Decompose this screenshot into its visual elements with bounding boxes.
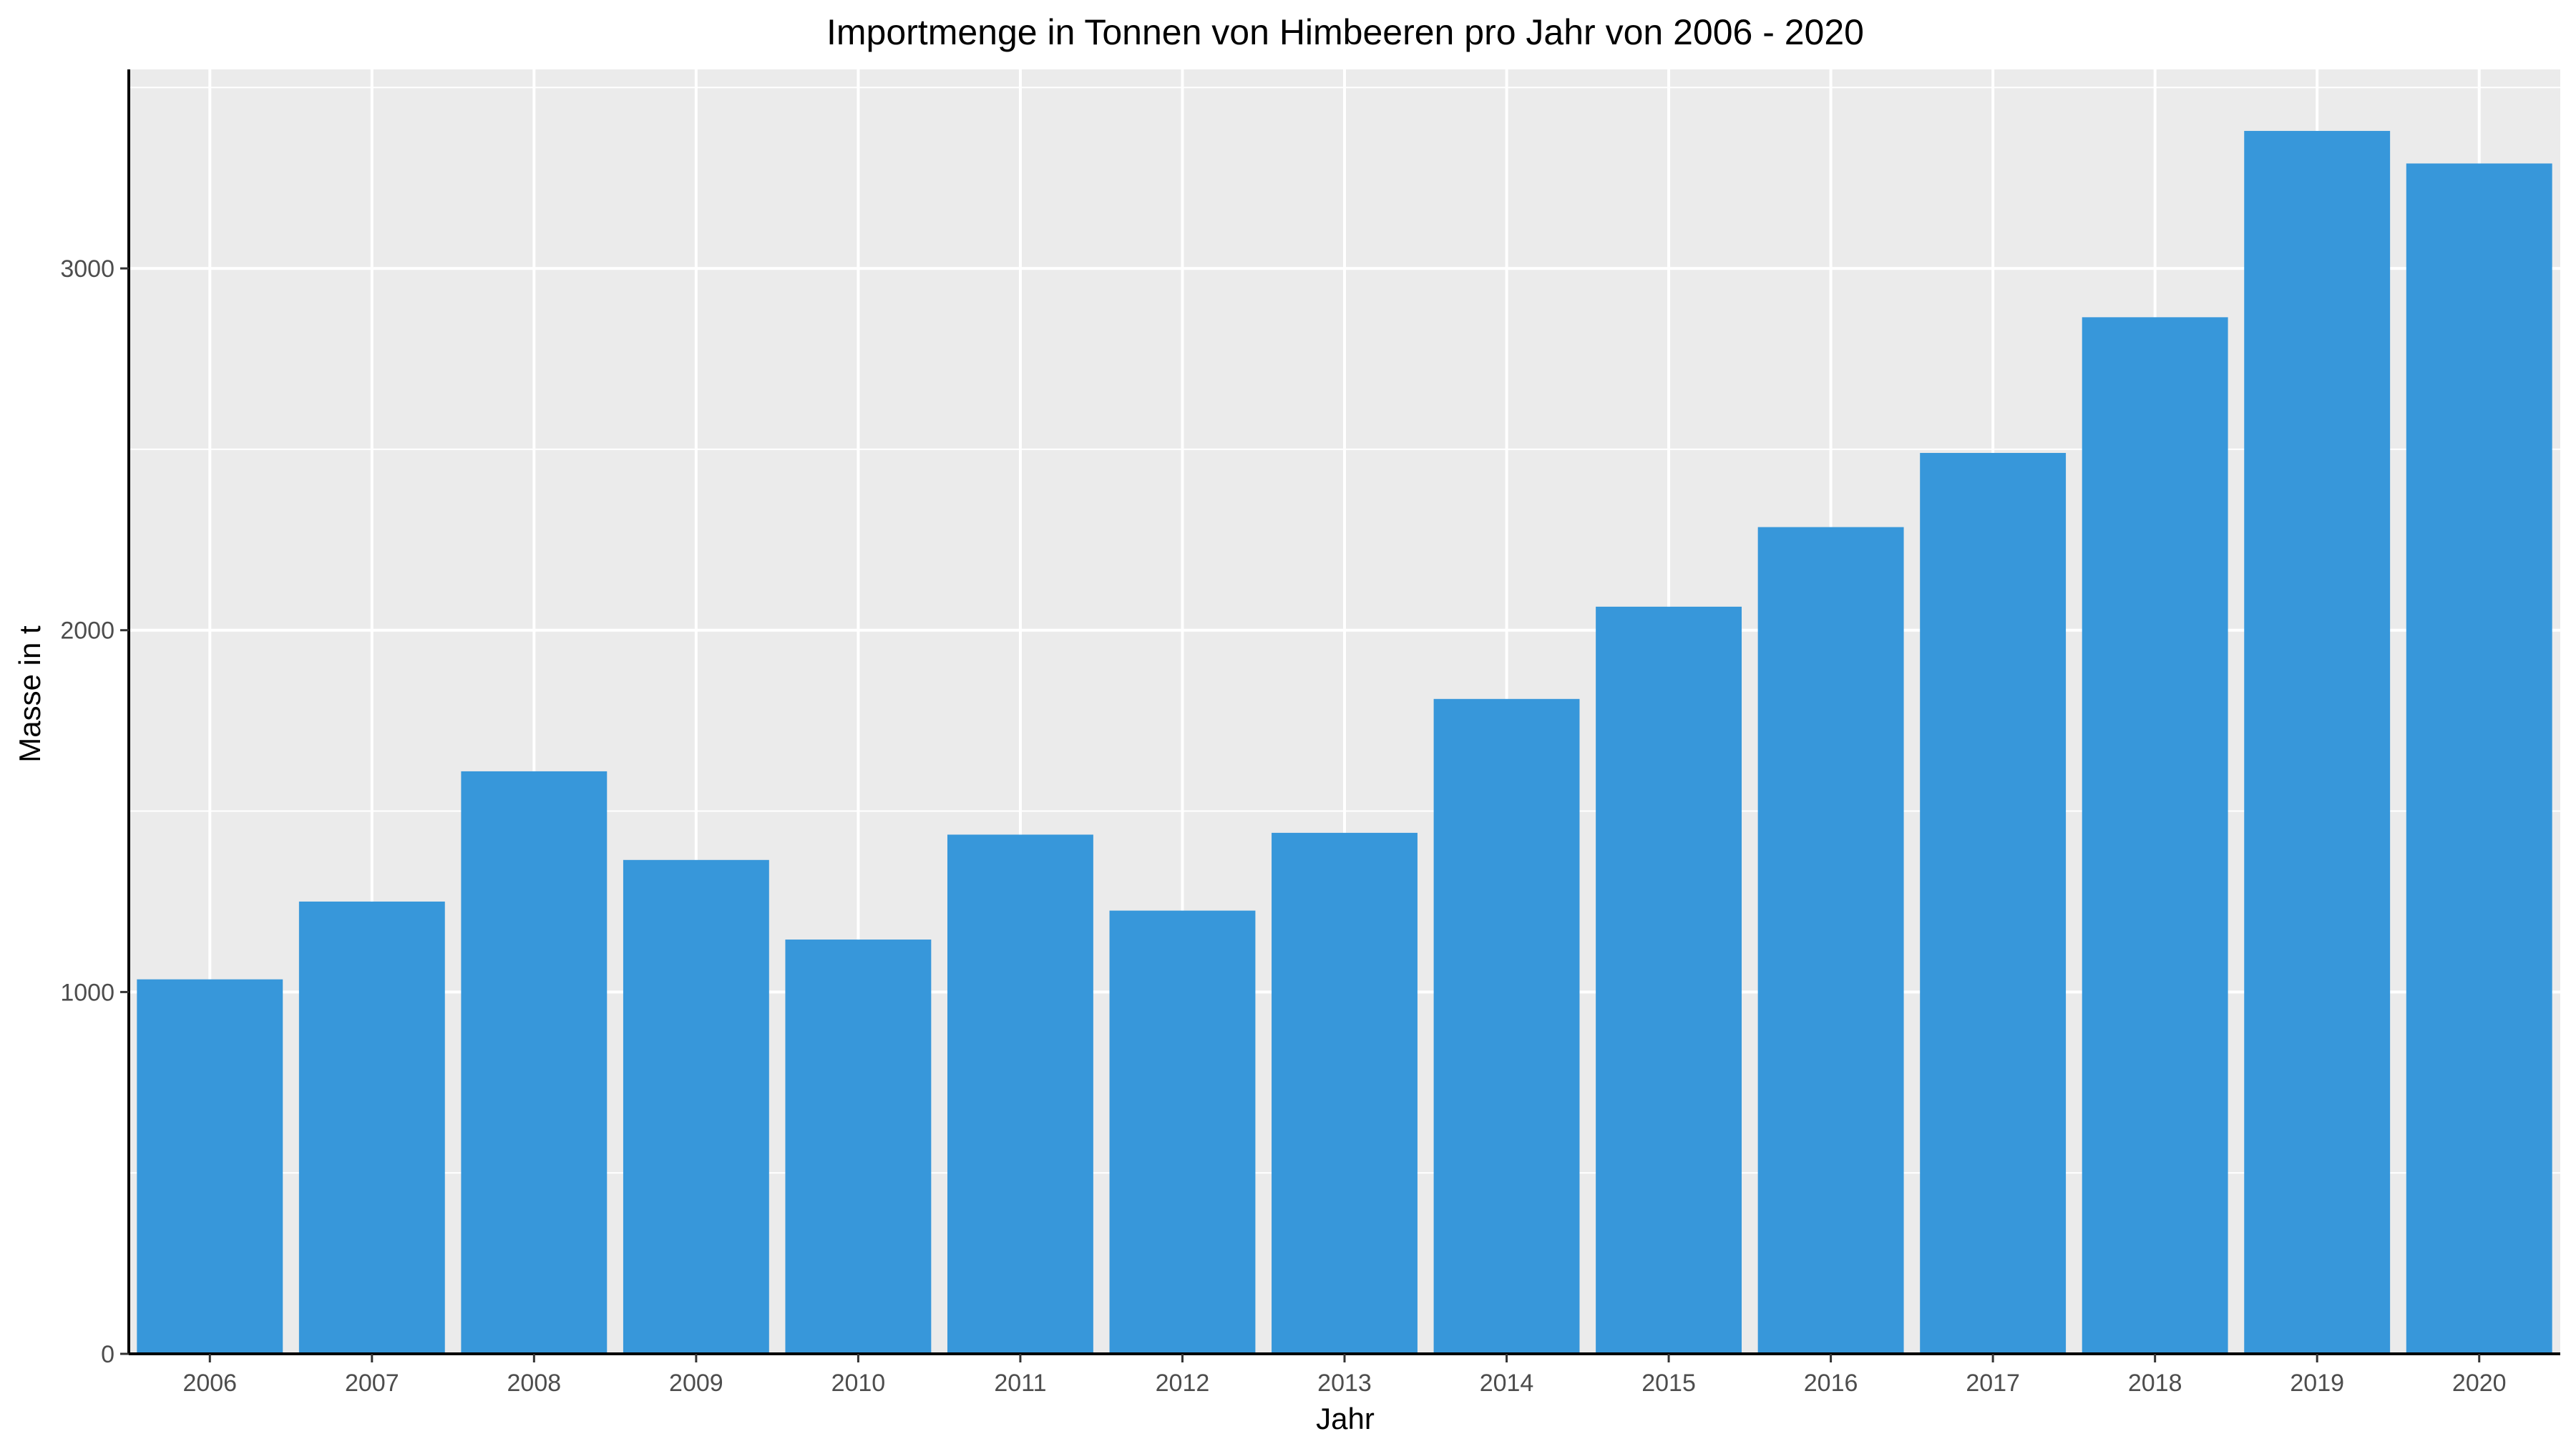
x-ticks: 2006 2007 2008 2009 2010 2011 2012 2013 2014 2015… bbox=[182, 1354, 2507, 1397]
chart-title: Importmenge in Tonnen von Himbeeren pro … bbox=[826, 12, 1864, 52]
y-tick-label: 1000 bbox=[60, 979, 114, 1006]
x-tick-label: 2017 bbox=[1966, 1370, 2020, 1397]
x-tick-label: 2011 bbox=[994, 1370, 1046, 1397]
bar-2007 bbox=[298, 901, 445, 1354]
x-axis-title: Jahr bbox=[1316, 1402, 1375, 1435]
bar-2018 bbox=[2082, 317, 2228, 1355]
bar-2011 bbox=[947, 834, 1093, 1354]
bar-2015 bbox=[1596, 606, 1742, 1354]
x-tick-label: 2019 bbox=[2290, 1370, 2344, 1397]
y-ticks: 0 1000 2000 3000 bbox=[60, 255, 129, 1368]
x-tick-label: 2012 bbox=[1156, 1370, 1210, 1397]
x-tick-label: 2006 bbox=[182, 1370, 237, 1397]
bar-2017 bbox=[1920, 452, 2067, 1354]
x-tick-label: 2013 bbox=[1317, 1370, 1372, 1397]
x-tick-label: 2015 bbox=[1641, 1370, 1696, 1397]
y-tick-label: 2000 bbox=[60, 618, 114, 645]
x-tick-label: 2014 bbox=[1480, 1370, 1534, 1397]
x-tick-label: 2008 bbox=[507, 1370, 562, 1397]
bar-2016 bbox=[1757, 527, 1904, 1355]
bar-2012 bbox=[1109, 910, 1256, 1354]
x-tick-label: 2009 bbox=[669, 1370, 723, 1397]
bar-2020 bbox=[2406, 163, 2552, 1354]
y-axis-title: Masse in t bbox=[13, 625, 47, 763]
bar-2006 bbox=[137, 979, 283, 1354]
x-tick-label: 2010 bbox=[831, 1370, 886, 1397]
x-tick-label: 2016 bbox=[1804, 1370, 1858, 1397]
bar-2013 bbox=[1272, 832, 1418, 1354]
y-tick-label: 3000 bbox=[60, 255, 114, 283]
bar-2014 bbox=[1433, 698, 1580, 1354]
bar-2008 bbox=[461, 771, 608, 1354]
bar-2019 bbox=[2244, 130, 2391, 1354]
x-tick-label: 2007 bbox=[345, 1370, 399, 1397]
x-tick-label: 2018 bbox=[2128, 1370, 2182, 1397]
x-tick-label: 2020 bbox=[2452, 1370, 2507, 1397]
bar-2010 bbox=[785, 940, 932, 1354]
bar-2009 bbox=[623, 859, 769, 1354]
y-tick-label: 0 bbox=[101, 1341, 114, 1368]
bars-layer bbox=[137, 130, 2552, 1355]
